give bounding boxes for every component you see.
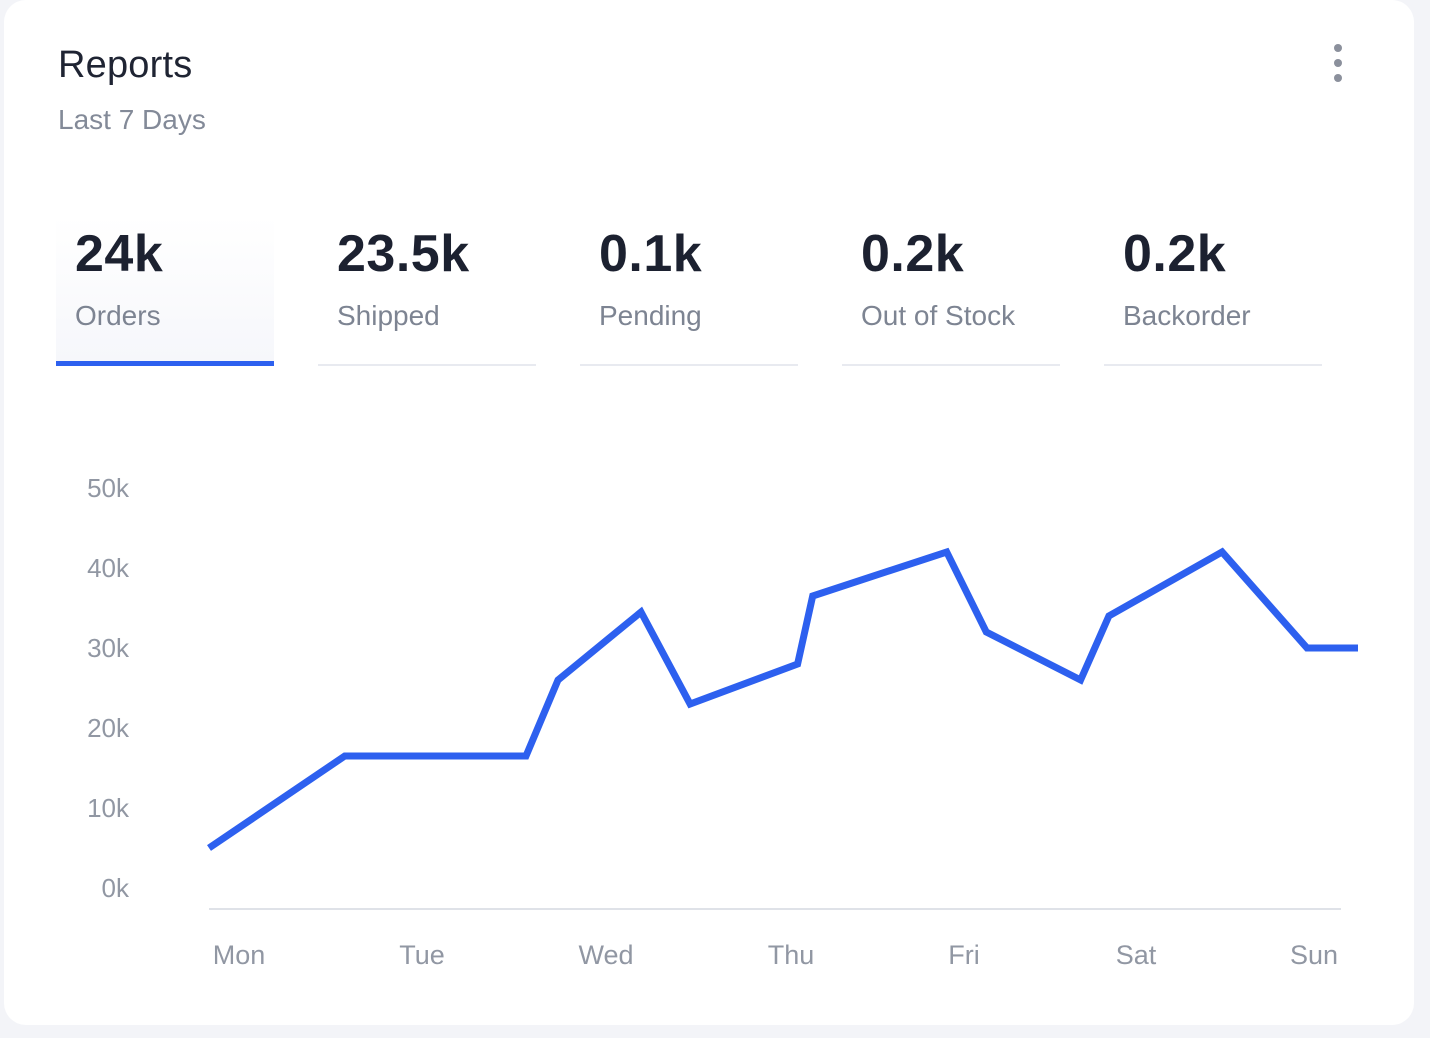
tab-shipped[interactable]: 23.5k Shipped [318, 216, 536, 366]
x-tick-label: Thu [768, 940, 815, 970]
x-tick-label: Sat [1116, 940, 1157, 970]
tab-value: 0.2k [1123, 225, 1227, 283]
x-tick-label: Wed [578, 940, 633, 970]
tab-value: 0.1k [599, 225, 703, 283]
reports-card: Reports Last 7 Days 24k Orders 23.5k Shi… [4, 0, 1414, 1025]
more-vertical-icon[interactable] [1322, 40, 1354, 86]
card-subtitle: Last 7 Days [58, 104, 206, 135]
tab-label: Pending [599, 300, 702, 331]
x-tick-label: Fri [948, 940, 979, 970]
tab-label: Backorder [1123, 300, 1251, 331]
x-tick-label: Mon [213, 940, 266, 970]
menu-dot [1334, 74, 1342, 82]
tab-value: 24k [75, 225, 164, 283]
tab-label: Orders [75, 300, 161, 331]
tab-orders[interactable]: 24k Orders [56, 216, 274, 366]
menu-dot [1334, 44, 1342, 52]
tab-value: 23.5k [337, 225, 470, 283]
y-tick-label: 30k [87, 633, 130, 663]
series-line [207, 547, 1358, 851]
card-title: Reports [58, 44, 193, 86]
y-tick-label: 40k [87, 553, 130, 583]
tab-backorder[interactable]: 0.2k Backorder [1104, 216, 1322, 366]
tab-label: Out of Stock [861, 300, 1016, 331]
tab-value: 0.2k [861, 225, 965, 283]
metric-tabs: 24k Orders 23.5k Shipped 0.1k Pending 0.… [56, 216, 1336, 368]
tab-pending[interactable]: 0.1k Pending [580, 216, 798, 366]
y-tick-label: 50k [87, 473, 130, 503]
tab-label: Shipped [337, 300, 440, 331]
x-tick-label: Sun [1290, 940, 1338, 970]
y-tick-label: 10k [87, 793, 130, 823]
x-tick-label: Tue [399, 940, 445, 970]
menu-dot [1334, 59, 1342, 67]
y-tick-label: 0k [102, 873, 130, 903]
y-tick-label: 20k [87, 713, 130, 743]
tab-out-of-stock[interactable]: 0.2k Out of Stock [842, 216, 1060, 366]
orders-line-chart: 0k 10k 20k 30k 40k 50k Mon Tue Wed Thu Fri Sat Sun [87, 473, 1358, 970]
